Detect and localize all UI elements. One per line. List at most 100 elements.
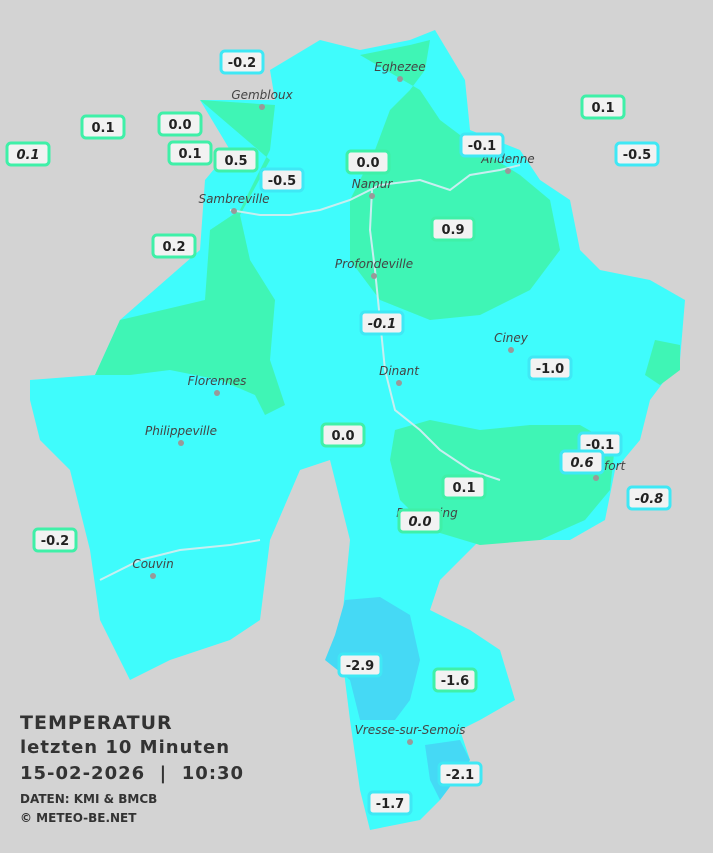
city-dot [231, 208, 237, 214]
station-box [157, 111, 203, 137]
city-dot [505, 168, 511, 174]
station: 0.9 [430, 216, 476, 242]
city-label: Gembloux [231, 88, 293, 102]
caption-copyright: © METEO-BE.NET [20, 811, 137, 825]
station-box [432, 667, 478, 693]
station-value: 0.5 [224, 154, 247, 169]
station-value: 0.1 [452, 481, 475, 496]
caption-datetime: 15-02-2026 | 10:30 [20, 763, 245, 784]
station-box [437, 761, 483, 787]
station: 0.1 [580, 94, 626, 120]
station-box [626, 485, 672, 511]
station: -0.1 [459, 132, 505, 158]
station: 0.6 [559, 449, 605, 475]
region-green [350, 40, 560, 320]
station-value: -0.1 [368, 317, 396, 332]
station-box [359, 310, 405, 336]
station-value: 0.1 [16, 148, 39, 163]
river [229, 164, 521, 216]
station-box [345, 149, 391, 175]
station-value: -0.5 [268, 174, 296, 189]
city-dot [407, 739, 413, 745]
caption-source: DATEN: KMI & BMCB [20, 792, 158, 806]
station-box [320, 422, 366, 448]
station-value: 0.1 [591, 101, 614, 116]
station-box [32, 527, 78, 553]
station-value: -0.1 [586, 438, 614, 453]
caption-period: letzten 10 Minuten [20, 737, 231, 758]
station-value: 0.0 [356, 156, 379, 171]
station-value: -1.0 [536, 362, 564, 377]
station-value: -0.5 [623, 148, 651, 163]
station: -0.2 [219, 49, 265, 75]
city-label: Philippeville [145, 424, 217, 438]
station-value: -2.1 [446, 768, 474, 783]
region-green [390, 420, 615, 545]
region-green [95, 100, 285, 415]
station-value: -0.2 [228, 56, 256, 71]
station: -0.2 [32, 527, 78, 553]
station-box [259, 167, 305, 193]
station-box [459, 132, 505, 158]
station-value: 0.1 [91, 121, 114, 136]
city-label: Couvin [132, 557, 173, 571]
station: 0.0 [345, 149, 391, 175]
station-box [441, 474, 487, 500]
station: -0.8 [626, 485, 672, 511]
city-label: Namur [352, 177, 394, 191]
station: -1.0 [527, 355, 573, 381]
station: 0.0 [397, 508, 443, 534]
city-label: Sambreville [198, 192, 269, 206]
station-box [167, 140, 213, 166]
city-label: Ciney [494, 331, 529, 345]
station-box [337, 652, 383, 678]
station: 0.1 [167, 140, 213, 166]
station-value: 0.0 [168, 118, 191, 133]
station-box [559, 449, 605, 475]
station: -0.5 [259, 167, 305, 193]
station: 0.2 [151, 233, 197, 259]
station: -2.9 [337, 652, 383, 678]
station-value: 0.1 [178, 147, 201, 162]
region-green [645, 340, 680, 385]
city-dot [178, 440, 184, 446]
river [368, 189, 501, 481]
station-box [151, 233, 197, 259]
river [99, 539, 261, 581]
station: -2.1 [437, 761, 483, 787]
city-dot [214, 390, 220, 396]
station: -1.7 [367, 790, 413, 816]
station-value: 0.6 [570, 456, 593, 471]
station-box [219, 49, 265, 75]
city-label: Profondeville [335, 257, 413, 271]
city-dot [259, 104, 265, 110]
station-value: 0.2 [162, 240, 185, 255]
station-box [614, 141, 660, 167]
city-dot [396, 380, 402, 386]
city-dot [371, 273, 377, 279]
station-value: 0.0 [408, 515, 431, 530]
station-box [430, 216, 476, 242]
station: 0.0 [320, 422, 366, 448]
station-box [527, 355, 573, 381]
station-value: 0.9 [441, 223, 464, 238]
station: 0.5 [213, 147, 259, 173]
caption-title: TEMPERATUR [20, 712, 173, 734]
station: -1.6 [432, 667, 478, 693]
station: -0.1 [359, 310, 405, 336]
station-box [367, 790, 413, 816]
station-box [213, 147, 259, 173]
city-dot [369, 193, 375, 199]
station-value: -0.2 [41, 534, 69, 549]
station: 0.1 [441, 474, 487, 500]
station: 0.1 [5, 141, 51, 167]
station-value: -1.6 [441, 674, 469, 689]
city-label: Vresse-sur-Semois [355, 723, 466, 737]
city-dot [397, 76, 403, 82]
station: -0.5 [614, 141, 660, 167]
city-label: Eghezee [374, 60, 425, 74]
city-dot [150, 573, 156, 579]
city-label: Florennes [188, 374, 247, 388]
